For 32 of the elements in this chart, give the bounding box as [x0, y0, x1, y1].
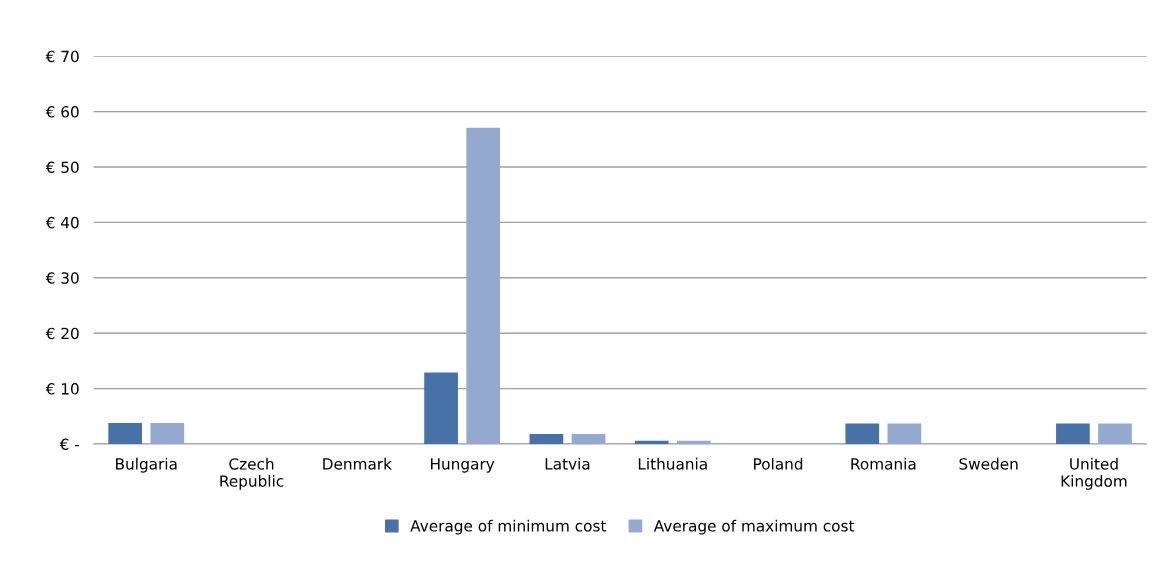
y-tick-label: € 60 — [45, 106, 79, 118]
y-tick-label: € 40 — [45, 216, 79, 229]
bar — [887, 423, 922, 444]
bar — [571, 434, 606, 444]
bar — [529, 434, 564, 444]
x-tick-label: Poland — [754, 457, 803, 470]
x-tick-label: Romania — [851, 457, 916, 470]
y-tick-label: € 30 — [45, 272, 79, 284]
bar — [676, 440, 711, 444]
bar — [1098, 423, 1132, 444]
bar — [634, 440, 669, 444]
bar — [150, 422, 185, 444]
bar — [1056, 423, 1090, 444]
x-tick-label: Denmark — [323, 457, 392, 470]
bar — [108, 422, 143, 444]
y-tick-label: € 70 — [45, 50, 79, 63]
bar — [424, 372, 458, 444]
bar — [845, 423, 880, 444]
y-tick-label: € - — [59, 438, 79, 450]
x-tick-label: Hungary — [431, 458, 495, 473]
x-tick-label: Bulgaria — [116, 457, 177, 473]
legend-label: Average of minimum cost — [410, 519, 607, 535]
x-tick-label: Czech Republic — [220, 457, 284, 490]
legend-label: Average of maximum cost — [653, 519, 855, 535]
bar — [466, 127, 501, 444]
x-tick-label: Sweden — [959, 457, 1018, 470]
x-tick-label: United Kingdom — [1061, 457, 1127, 490]
x-tick-label: Lithuania — [638, 457, 707, 470]
y-tick-label: € 10 — [45, 383, 79, 395]
y-tick-label: € 50 — [45, 161, 79, 174]
x-tick-label: Latvia — [545, 457, 590, 470]
y-tick-label: € 20 — [45, 327, 79, 340]
